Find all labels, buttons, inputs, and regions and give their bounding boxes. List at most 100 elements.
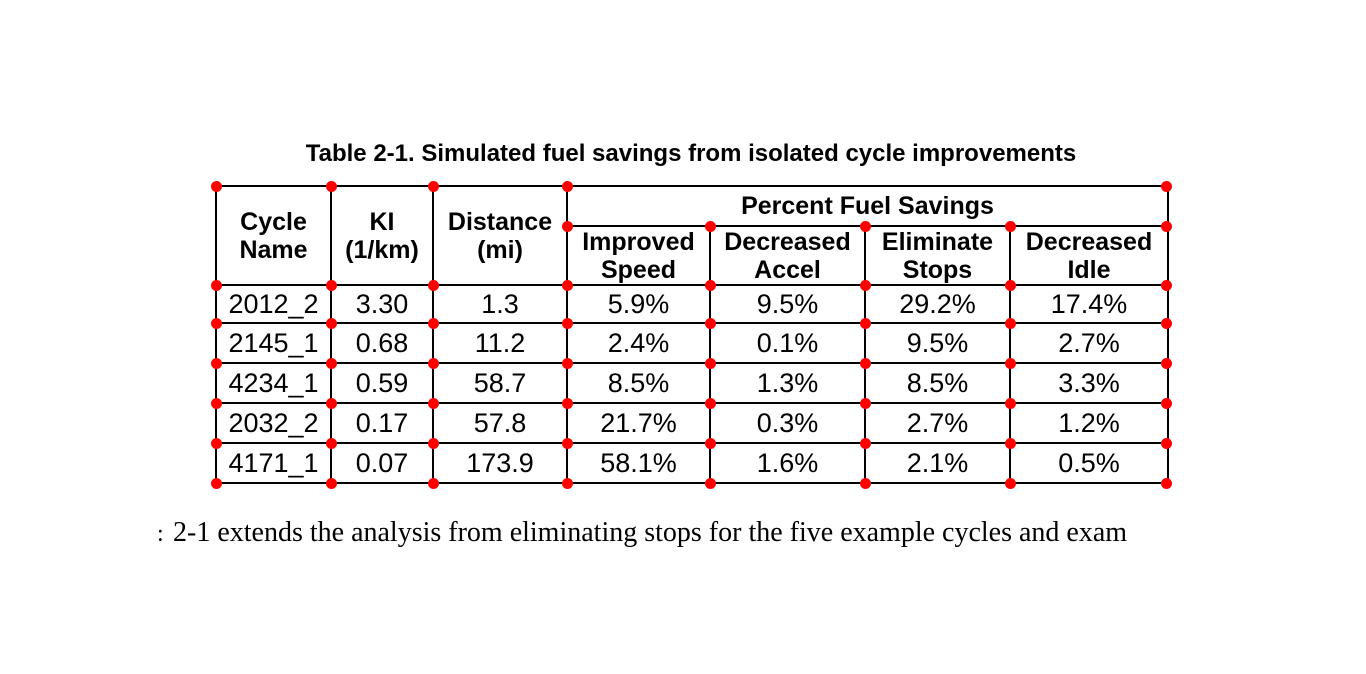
red-dot-marker: [561, 477, 573, 489]
table-cell: 0.3%: [709, 402, 866, 444]
red-dot-marker: [859, 279, 871, 291]
table-cell: 57.8: [432, 402, 568, 444]
table-row: 2145_1 0.68 11.2 2.4% 0.1% 9.5% 2.7%: [215, 322, 1169, 364]
table-cell: 1.6%: [709, 442, 866, 484]
red-dot-marker: [561, 437, 573, 449]
table-cell: 2.1%: [864, 442, 1011, 484]
red-dot-marker: [427, 477, 439, 489]
table-cell: 0.59: [330, 362, 434, 404]
col-header-cycle-name: Cycle Name: [215, 185, 332, 286]
table-cell: 1.3%: [709, 362, 866, 404]
table-cell: 29.2%: [864, 284, 1011, 324]
clipped-character-fragment: :: [157, 521, 164, 547]
red-dot-marker: [704, 437, 716, 449]
header-row-group: Cycle Name KI (1/km) Distance (mi) Perce…: [215, 185, 1169, 286]
table-row: 4171_1 0.07 173.9 58.1% 1.6% 2.1% 0.5%: [215, 442, 1169, 484]
red-dot-marker: [210, 437, 222, 449]
header-row-sub: Improved Speed Decreased Accel Eliminate…: [216, 225, 1169, 286]
red-dot-marker: [325, 357, 337, 369]
sub-header-decreased-accel: Decreased Accel: [709, 225, 866, 286]
body-text-line: :2-1 extends the analysis from eliminati…: [157, 518, 1127, 549]
table-cell: 11.2: [432, 322, 568, 364]
table-cell: 0.17: [330, 402, 434, 444]
red-dot-marker: [859, 397, 871, 409]
red-dot-marker: [325, 279, 337, 291]
red-dot-marker: [1004, 357, 1016, 369]
red-dot-marker: [325, 477, 337, 489]
table-caption: Table 2-1. Simulated fuel savings from i…: [305, 140, 1077, 167]
table-cell: 3.30: [330, 284, 434, 324]
fuel-savings-table: Cycle Name KI (1/km) Distance (mi) Perce…: [215, 185, 1169, 484]
table-cell: 0.5%: [1009, 442, 1169, 484]
red-dot-marker: [859, 317, 871, 329]
red-dot-marker: [1004, 317, 1016, 329]
red-dot-marker: [1004, 437, 1016, 449]
red-dot-marker: [427, 397, 439, 409]
sub-header-decreased-idle: Decreased Idle: [1009, 225, 1169, 286]
body-sentence: 2-1 extends the analysis from eliminatin…: [173, 517, 1128, 548]
red-dot-marker: [1004, 220, 1016, 232]
table-row: 4234_1 0.59 58.7 8.5% 1.3% 8.5% 3.3%: [215, 362, 1169, 404]
table-cell: 58.1%: [566, 442, 711, 484]
red-dot-marker: [1004, 477, 1016, 489]
red-dot-marker: [561, 279, 573, 291]
red-dot-marker: [210, 357, 222, 369]
red-dot-marker: [427, 180, 439, 192]
red-dot-marker: [704, 477, 716, 489]
red-dot-marker: [325, 180, 337, 192]
red-dot-marker: [859, 357, 871, 369]
table-cell: 9.5%: [864, 322, 1011, 364]
red-dot-marker: [1160, 397, 1172, 409]
table-cell: 21.7%: [566, 402, 711, 444]
red-dot-marker: [704, 317, 716, 329]
red-dot-marker: [859, 477, 871, 489]
table-cell: 2.4%: [566, 322, 711, 364]
red-dot-marker: [1160, 180, 1172, 192]
table-cell: 0.68: [330, 322, 434, 364]
red-dot-marker: [704, 279, 716, 291]
red-dot-marker: [704, 220, 716, 232]
red-dot-marker: [704, 357, 716, 369]
table-cell: 58.7: [432, 362, 568, 404]
table-cell: 3.3%: [1009, 362, 1169, 404]
red-dot-marker: [561, 180, 573, 192]
red-dot-marker: [859, 220, 871, 232]
table-cell: 2.7%: [1009, 322, 1169, 364]
table-cell: 5.9%: [566, 284, 711, 324]
table-row: 2012_2 3.30 1.3 5.9% 9.5% 29.2% 17.4%: [215, 284, 1169, 324]
red-dot-marker: [210, 317, 222, 329]
red-dot-marker: [210, 180, 222, 192]
red-dot-marker: [210, 477, 222, 489]
red-dot-marker: [561, 357, 573, 369]
table-cell: 17.4%: [1009, 284, 1169, 324]
red-dot-marker: [561, 220, 573, 232]
table-cell: 8.5%: [566, 362, 711, 404]
red-dot-marker: [427, 437, 439, 449]
red-dot-marker: [325, 437, 337, 449]
red-dot-marker: [1004, 279, 1016, 291]
table-cell: 173.9: [432, 442, 568, 484]
table-cell: 0.1%: [709, 322, 866, 364]
red-dot-marker: [1160, 279, 1172, 291]
col-header-ki: KI (1/km): [330, 185, 434, 286]
red-dot-marker: [1160, 220, 1172, 232]
table-cell: 2145_1: [215, 322, 332, 364]
red-dot-marker: [1160, 357, 1172, 369]
table-row: 2032_2 0.17 57.8 21.7% 0.3% 2.7% 1.2%: [215, 402, 1169, 444]
table-cell: 2032_2: [215, 402, 332, 444]
table-cell: 4234_1: [215, 362, 332, 404]
table-cell: 1.2%: [1009, 402, 1169, 444]
red-dot-marker: [1160, 437, 1172, 449]
table-cell: 1.3: [432, 284, 568, 324]
red-dot-marker: [704, 397, 716, 409]
red-dot-marker: [859, 437, 871, 449]
red-dot-marker: [325, 317, 337, 329]
red-dot-marker: [210, 279, 222, 291]
red-dot-marker: [427, 279, 439, 291]
table-cell: 8.5%: [864, 362, 1011, 404]
red-dot-marker: [427, 317, 439, 329]
sub-header-improved-speed: Improved Speed: [566, 225, 711, 286]
sub-header-eliminate-stops: Eliminate Stops: [864, 225, 1011, 286]
red-dot-marker: [325, 397, 337, 409]
